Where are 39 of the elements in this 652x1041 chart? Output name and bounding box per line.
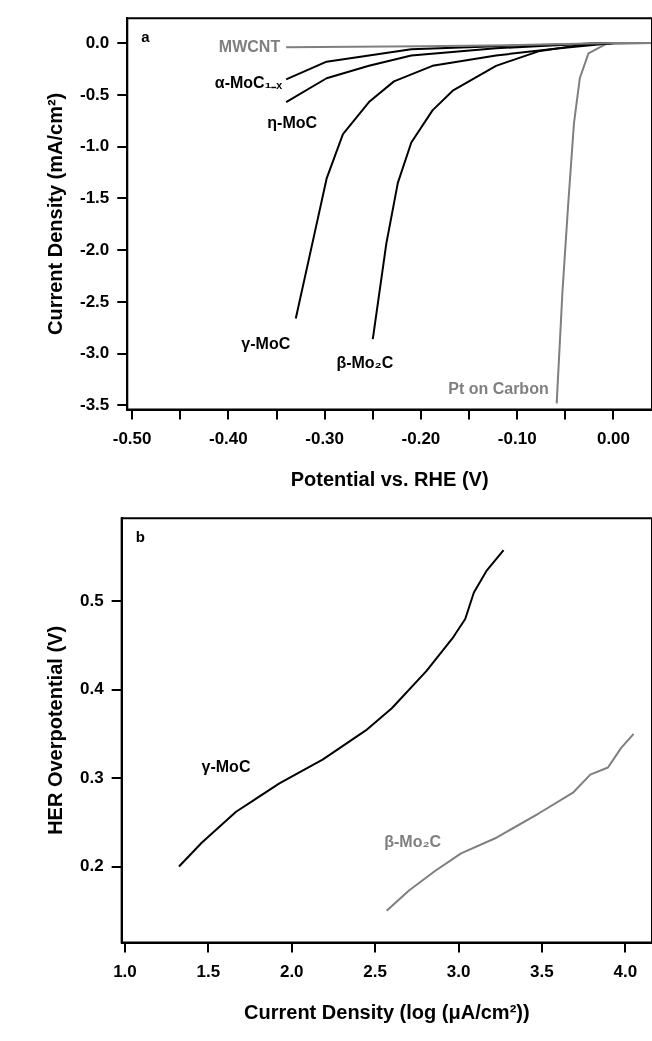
x-tick-label: -0.50	[112, 429, 152, 449]
series-label: Pt on Carbon	[448, 379, 549, 397]
x-axis-title: Current Density (log (μA/cm²))	[244, 1000, 530, 1023]
y-axis-title: Current Density (mA/cm²)	[43, 92, 66, 336]
series-label: MWCNT	[218, 37, 281, 55]
y-tick-label: -1.0	[80, 136, 110, 156]
y-tick-label: -0.5	[80, 84, 110, 104]
y-tick-label: 0.0	[85, 32, 110, 52]
series-label: α-MoC₁₋ₓ	[214, 73, 283, 91]
y-tick-label: -3.0	[80, 343, 110, 363]
x-tick-label: 3.5	[530, 962, 554, 982]
y-tick-label: 0.4	[79, 679, 105, 699]
annotation: a	[141, 27, 151, 45]
y-axis-title: HER Overpotential (V)	[43, 625, 66, 835]
series-label: β-Mo₂C	[336, 353, 394, 371]
y-tick-label: 0.3	[79, 767, 104, 787]
x-tick-label: 1.0	[113, 962, 137, 982]
series-label: γ-MoC	[201, 757, 251, 775]
x-tick-label: 2.5	[363, 962, 387, 982]
x-tick-label: -0.20	[401, 429, 441, 449]
x-tick-label: 1.5	[196, 962, 221, 982]
y-tick-label: 0.5	[79, 591, 104, 610]
x-tick-label: 0.00	[596, 429, 631, 449]
x-axis-title: Potential vs. RHE (V)	[290, 467, 489, 490]
annotation: b	[135, 527, 145, 545]
y-tick-label: -2.5	[80, 291, 110, 311]
x-tick-label: 3.0	[446, 962, 471, 982]
series-label: β-Mo₂C	[384, 833, 442, 851]
series-label: γ-MoC	[241, 334, 291, 352]
x-tick-label: 4.0	[613, 962, 638, 982]
series-label: η-MoC	[267, 114, 318, 132]
x-tick-label: -0.30	[305, 429, 345, 449]
y-tick-label: -2.0	[80, 239, 110, 259]
x-tick-label: 2.0	[279, 962, 304, 982]
y-tick-label: 0.2	[79, 856, 104, 876]
x-tick-label: -0.10	[497, 429, 537, 449]
y-tick-label: -1.5	[80, 188, 110, 208]
x-tick-label: -0.40	[209, 429, 248, 449]
y-tick-label: -3.5	[80, 395, 110, 415]
